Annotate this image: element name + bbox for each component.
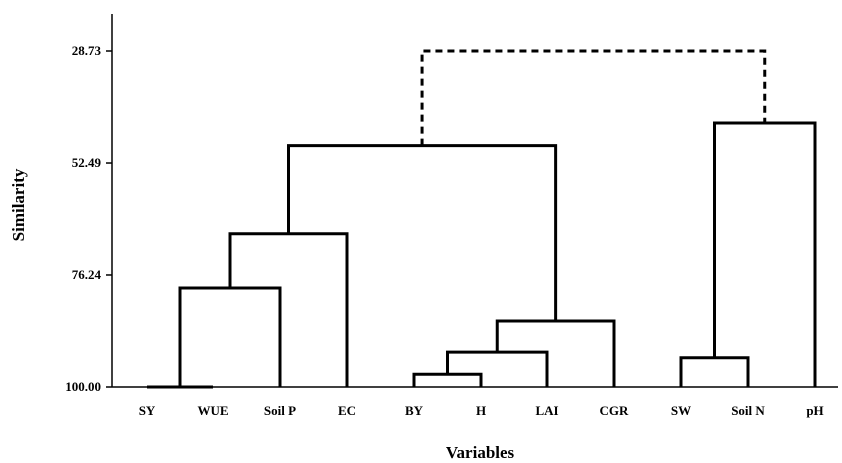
y-tick-label: 76.24 — [72, 267, 102, 282]
y-ticks: 28.73 52.49 76.24 100.00 — [65, 43, 112, 394]
dendrogram-link — [679, 356, 750, 387]
dendrogram-link — [446, 350, 549, 387]
x-leaf-label: LAI — [535, 403, 558, 418]
x-leaf-label: pH — [806, 403, 823, 418]
x-axis-title: Variables — [446, 443, 515, 462]
dendrogram-link — [178, 286, 282, 387]
x-leaf-label: H — [476, 403, 486, 418]
x-leaf-label: CGR — [600, 403, 630, 418]
dendrogram-links — [147, 49, 817, 389]
x-leaf-label: BY — [405, 403, 424, 418]
dendrogram-link — [713, 121, 817, 387]
x-leaf-label: Soil N — [731, 403, 765, 418]
y-axis-title: Similarity — [9, 168, 28, 241]
dendrogram-link — [228, 232, 349, 387]
x-leaf-label: WUE — [197, 403, 228, 418]
y-tick-label: 28.73 — [72, 43, 102, 58]
x-leaf-label: Soil P — [264, 403, 296, 418]
dendrogram-link — [412, 372, 483, 387]
dendrogram-link — [495, 319, 616, 387]
y-tick-label: 100.00 — [65, 379, 101, 394]
dendrogram-link — [420, 49, 767, 146]
x-leaf-label: EC — [338, 403, 356, 418]
y-tick-label: 52.49 — [72, 155, 102, 170]
x-leaf-label: SW — [671, 403, 691, 418]
x-leaf-labels: SY WUE Soil P EC BY H LAI CGR SW Soil N pH — [139, 403, 824, 418]
x-leaf-label: SY — [139, 403, 156, 418]
